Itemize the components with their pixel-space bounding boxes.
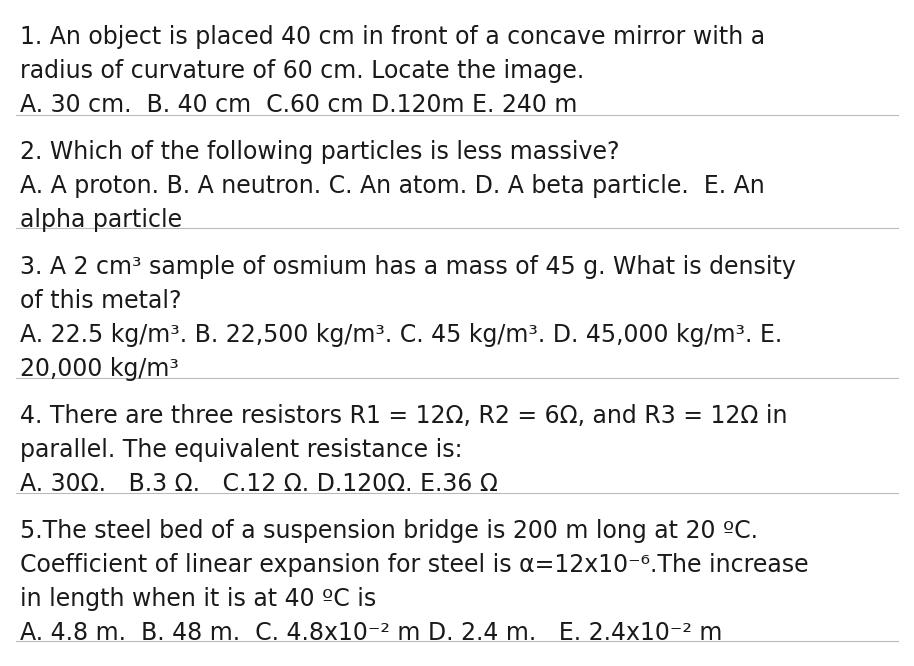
- Text: 3. A 2 cm³ sample of osmium has a mass of 45 g. What is density: 3. A 2 cm³ sample of osmium has a mass o…: [20, 255, 796, 279]
- Text: A. A proton. B. A neutron. C. An atom. D. A beta particle.  E. An: A. A proton. B. A neutron. C. An atom. D…: [20, 174, 765, 198]
- Text: 2. Which of the following particles is less massive?: 2. Which of the following particles is l…: [20, 140, 620, 164]
- Text: A. 30 cm.  B. 40 cm  C.60 cm D.120m E. 240 m: A. 30 cm. B. 40 cm C.60 cm D.120m E. 240…: [20, 93, 578, 117]
- Text: 5.The steel bed of a suspension bridge is 200 m long at 20 ºC.: 5.The steel bed of a suspension bridge i…: [20, 519, 758, 543]
- Text: alpha particle: alpha particle: [20, 208, 182, 232]
- Text: 4. There are three resistors R1 = 12Ω, R2 = 6Ω, and R3 = 12Ω in: 4. There are three resistors R1 = 12Ω, R…: [20, 404, 788, 428]
- Text: parallel. The equivalent resistance is:: parallel. The equivalent resistance is:: [20, 438, 462, 462]
- Text: 20,000 kg/m³: 20,000 kg/m³: [20, 357, 179, 381]
- Text: of this metal?: of this metal?: [20, 289, 182, 313]
- Text: 1. An object is placed 40 cm in front of a concave mirror with a: 1. An object is placed 40 cm in front of…: [20, 25, 765, 49]
- Text: in length when it is at 40 ºC is: in length when it is at 40 ºC is: [20, 587, 377, 611]
- Text: A. 4.8 m.  B. 48 m.  C. 4.8x10⁻² m D. 2.4 m.   E. 2.4x10⁻² m: A. 4.8 m. B. 48 m. C. 4.8x10⁻² m D. 2.4 …: [20, 621, 722, 645]
- Text: A. 30Ω.   B.3 Ω.   C.12 Ω. D.120Ω. E.36 Ω: A. 30Ω. B.3 Ω. C.12 Ω. D.120Ω. E.36 Ω: [20, 472, 498, 496]
- Text: A. 22.5 kg/m³. B. 22,500 kg/m³. C. 45 kg/m³. D. 45,000 kg/m³. E.: A. 22.5 kg/m³. B. 22,500 kg/m³. C. 45 kg…: [20, 323, 782, 347]
- Text: radius of curvature of 60 cm. Locate the image.: radius of curvature of 60 cm. Locate the…: [20, 59, 584, 83]
- Text: Coefficient of linear expansion for steel is α=12x10⁻⁶.The increase: Coefficient of linear expansion for stee…: [20, 553, 809, 577]
